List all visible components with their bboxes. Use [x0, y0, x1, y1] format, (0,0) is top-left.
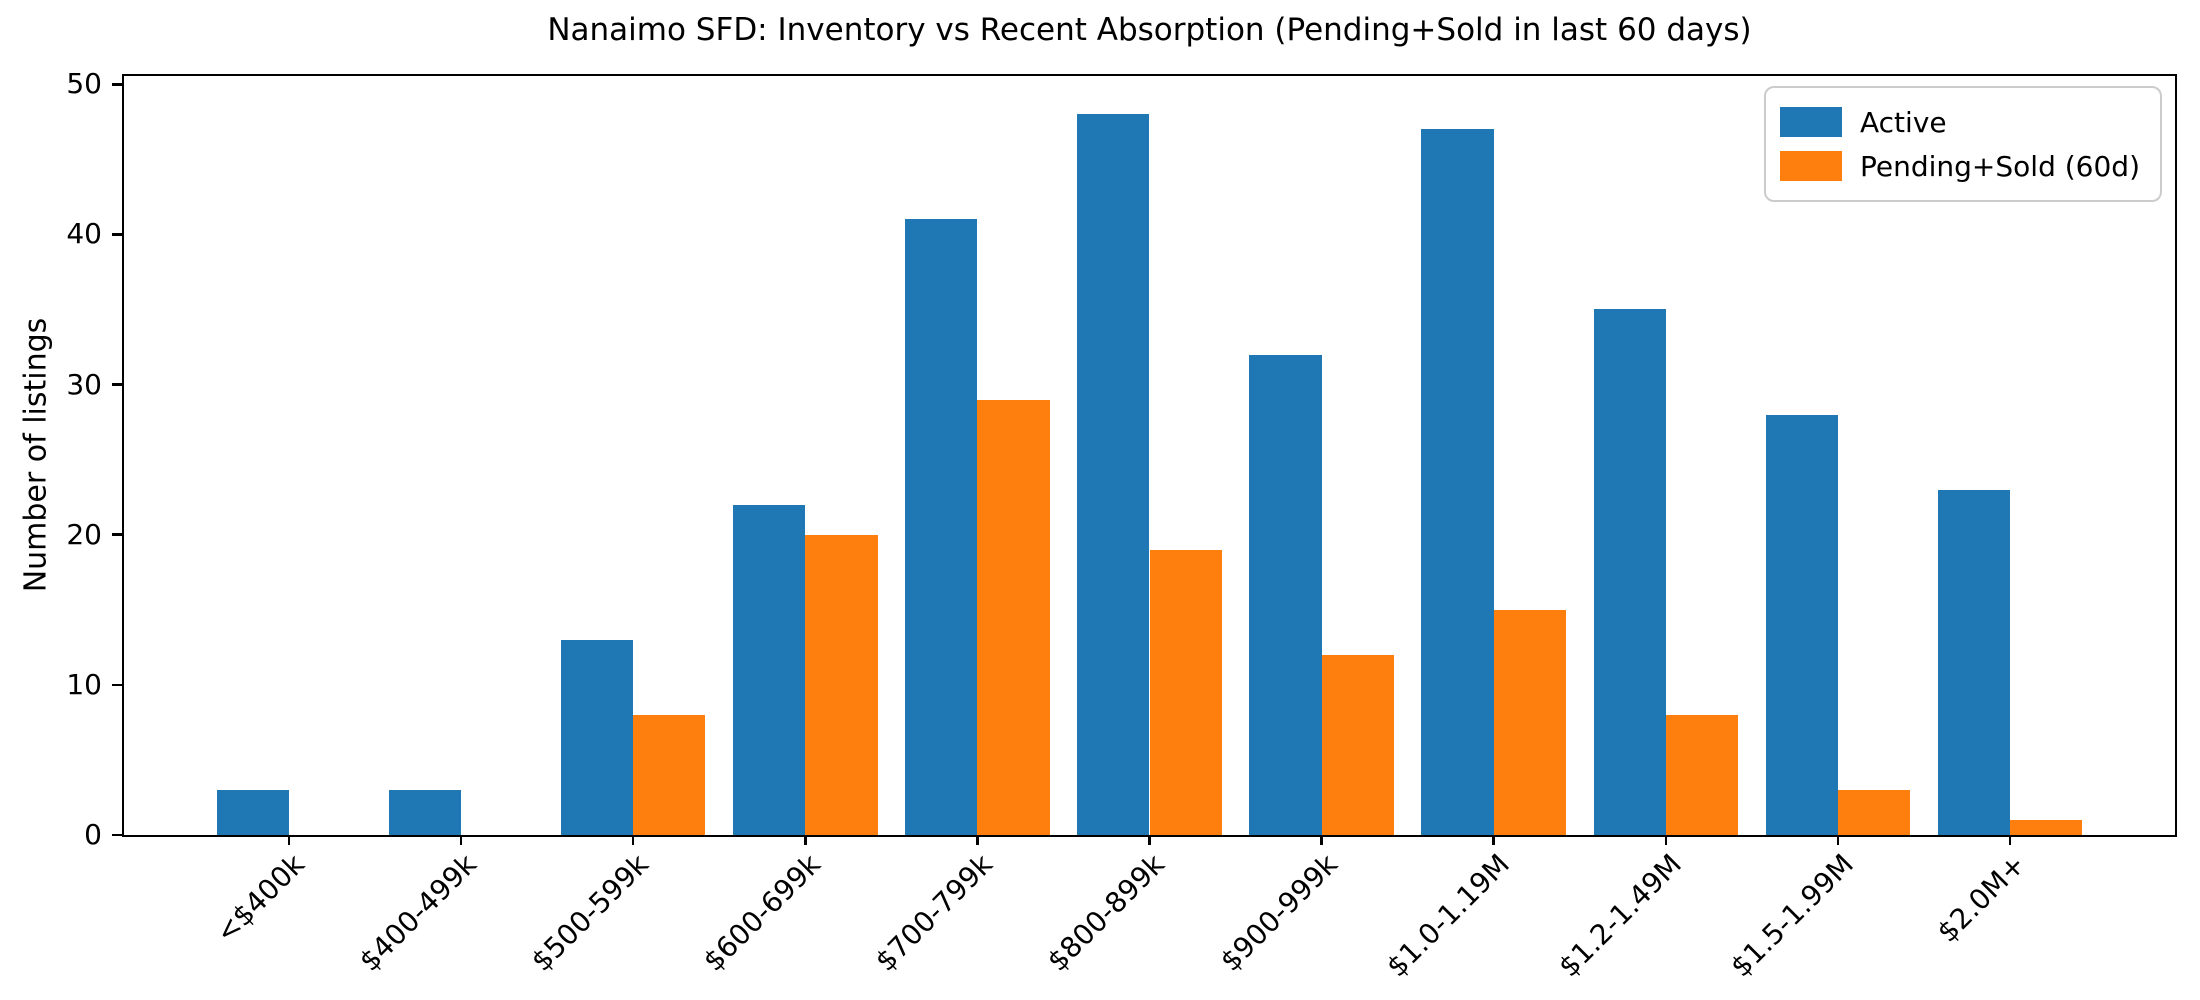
x-tick-mark — [1664, 835, 1668, 845]
bar-pending-sold — [977, 399, 1050, 835]
y-tick-label: 0 — [84, 818, 102, 851]
x-tick-mark — [459, 835, 463, 845]
x-tick-mark — [287, 835, 291, 845]
bar-active — [1937, 489, 2010, 835]
x-tick-label: $600-699k — [697, 847, 828, 978]
x-tick-mark — [804, 835, 807, 845]
x-tick-mark — [1320, 835, 1323, 845]
bar-pending-sold — [1149, 549, 1222, 835]
legend: Active Pending+Sold (60d) — [1764, 86, 2162, 202]
x-tick-label: $400-499k — [352, 847, 484, 978]
bar-pending-sold — [2010, 819, 2083, 835]
x-tick-label: <$400k — [209, 847, 311, 950]
x-tick-label: $1.2-1.49M — [1552, 847, 1688, 984]
bar-pending-sold — [1321, 654, 1394, 835]
x-tick-label: $900-999k — [1213, 847, 1344, 978]
y-tick-mark — [111, 383, 122, 386]
bar-pending-sold — [805, 534, 878, 835]
bar-active — [1421, 129, 1494, 835]
chart-title: Nanaimo SFD: Inventory vs Recent Absorpt… — [547, 12, 1752, 48]
y-tick-mark — [111, 683, 122, 687]
bar-active — [1077, 114, 1150, 835]
legend-item: Active — [1780, 100, 2140, 144]
x-tick-label: $500-599k — [524, 847, 656, 978]
y-axis-label: Number of listings — [18, 317, 54, 593]
y-tick-label: 40 — [66, 217, 102, 251]
x-tick-mark — [1492, 835, 1495, 845]
x-tick-label: $2.0M+ — [1930, 847, 2032, 949]
y-tick-mark — [111, 233, 122, 236]
legend-swatch — [1780, 151, 1842, 181]
y-tick-label: 30 — [66, 367, 102, 401]
x-tick-mark — [1148, 835, 1151, 845]
bar-active — [1765, 414, 1838, 835]
y-tick-mark — [111, 533, 122, 536]
legend-label: Active — [1860, 105, 1947, 139]
legend-label: Pending+Sold (60d) — [1860, 149, 2140, 183]
bar-pending-sold — [1665, 714, 1739, 835]
x-tick-label: $800-899k — [1041, 847, 1172, 978]
bar-active — [1249, 354, 1322, 835]
x-tick-mark — [631, 835, 635, 845]
bar-active — [560, 639, 634, 835]
y-tick-mark — [111, 833, 122, 837]
x-tick-label: $700-799k — [869, 847, 1000, 978]
x-tick-label: $1.5-1.99M — [1724, 847, 1860, 984]
plot-area: 0 10 20 30 40 50 <$400k $400-499k $500-599k $600-… — [66, 70, 2177, 983]
x-tick-label: $1.0-1.19M — [1379, 847, 1516, 984]
x-tick-mark — [976, 835, 979, 845]
bar-active — [905, 219, 978, 835]
bar-active — [216, 789, 289, 835]
y-tick-mark — [111, 83, 122, 86]
bar-active — [733, 504, 806, 835]
bar-active — [388, 789, 462, 835]
bar-pending-sold — [1493, 609, 1566, 835]
legend-swatch — [1780, 107, 1842, 137]
y-tick-label: 50 — [66, 67, 102, 101]
bar-pending-sold — [1837, 789, 1911, 835]
x-tick-mark — [2008, 835, 2012, 845]
legend-item: Pending+Sold (60d) — [1780, 144, 2140, 188]
y-tick-label: 10 — [66, 667, 102, 701]
bar-pending-sold — [633, 714, 706, 835]
y-tick-label: 20 — [66, 517, 102, 551]
bar-active — [1593, 309, 1666, 835]
x-tick-mark — [1836, 835, 1840, 845]
